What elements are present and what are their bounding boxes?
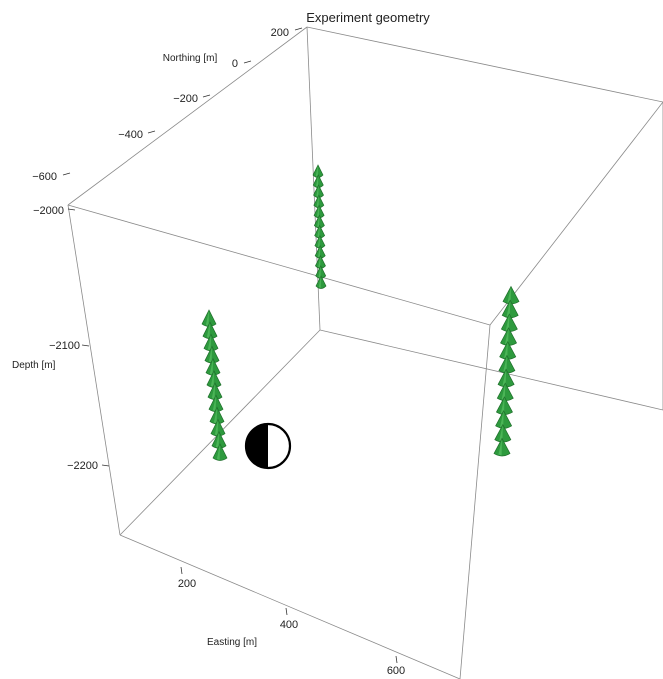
receiver-cone-highlight: [208, 346, 212, 363]
axis-tick-mark: [180, 566, 183, 575]
northing-axis-label: Northing [m]: [163, 53, 218, 64]
axis-tick-mark: [81, 344, 90, 347]
receiver-cone-highlight: [507, 286, 511, 304]
depth-tick-label: −2200: [67, 460, 98, 472]
bounding-box: [67, 26, 663, 679]
receiver-cone: [313, 184, 324, 199]
receiver-cone-highlight: [499, 424, 503, 442]
axis-tick-mark: [147, 130, 156, 134]
receiver-cone-highlight: [210, 370, 214, 387]
easting-axis-label: Easting [m]: [207, 637, 257, 648]
receiver-cone: [493, 437, 511, 457]
axis-tick-mark: [294, 27, 303, 31]
edge-top-back: [306, 26, 663, 103]
receiver-cone-highlight: [317, 215, 320, 228]
easting-tick-label: 200: [178, 578, 196, 590]
receiver-cone-highlight: [317, 245, 321, 258]
easting-tick-label: 600: [387, 665, 405, 677]
receiver-cone-highlight: [316, 185, 319, 198]
receivers-layer: [201, 164, 520, 461]
axis-tick-mark: [395, 655, 398, 664]
receiver-cone: [497, 368, 515, 388]
receiver-cone-highlight: [500, 410, 504, 428]
edge-bottom-back: [319, 329, 663, 411]
receiver-cone: [212, 443, 228, 461]
axis-tick-mark: [62, 172, 71, 176]
edge-left-vertical: [67, 204, 121, 536]
receiver-cone-highlight: [504, 327, 509, 345]
receiver-cone-highlight: [206, 322, 210, 339]
receiver-cone: [202, 321, 218, 340]
receiver-cone-body: [315, 275, 327, 289]
receiver-cone-highlight: [503, 355, 507, 373]
receiver-cone-highlight: [506, 300, 511, 318]
receiver-cone-highlight: [318, 265, 321, 278]
receiver-cone-highlight: [498, 438, 502, 456]
receiver-cone-highlight: [502, 369, 507, 387]
northing-tick-label: 200: [271, 27, 289, 39]
receiver-array-center: [312, 164, 327, 289]
depth-axis-label: Depth [m]: [12, 360, 56, 371]
easting-tick-label: 400: [280, 619, 298, 631]
edge-front-vertical: [459, 324, 491, 679]
receiver-cone-highlight: [213, 407, 217, 424]
edge-bottom-front: [119, 534, 461, 679]
northing-tick-label: 0: [232, 58, 238, 70]
receiver-cone: [502, 285, 520, 305]
axis-tick-mark: [67, 208, 76, 211]
receiver-cone: [313, 214, 325, 229]
axis-tick-mark: [243, 60, 252, 64]
receiver-cone: [315, 275, 327, 289]
receiver-cone-highlight: [316, 195, 319, 208]
receiver-cone-highlight: [316, 175, 319, 188]
depth-tick-label: −2000: [33, 205, 64, 217]
receiver-cone-highlight: [209, 358, 213, 375]
source-beachball: [244, 422, 292, 470]
receiver-cone: [206, 370, 222, 388]
receiver-cone-highlight: [315, 165, 318, 177]
receiver-cone-highlight: [504, 341, 508, 359]
receiver-cone-highlight: [205, 310, 209, 326]
receiver-cone-highlight: [318, 276, 321, 288]
northing-tick-label: −600: [32, 171, 57, 183]
receiver-array-left: [201, 309, 228, 461]
edge-top-left: [67, 26, 308, 206]
receiver-cone-highlight: [501, 383, 506, 401]
receiver-cone-body: [212, 443, 228, 461]
edge-back-vertical: [306, 26, 321, 331]
receiver-cone-body: [493, 437, 511, 457]
receiver-cone-highlight: [317, 235, 320, 248]
receiver-cone-highlight: [317, 225, 320, 238]
northing-tick-label: −400: [118, 129, 143, 141]
receiver-cone-highlight: [215, 431, 219, 448]
receiver-cone-highlight: [216, 444, 220, 460]
receiver-cone-highlight: [318, 255, 321, 268]
chart-title: Experiment geometry: [306, 10, 430, 25]
receiver-cone-highlight: [214, 419, 218, 436]
receiver-cone-highlight: [207, 334, 211, 351]
beachball-dark-half: [246, 424, 268, 468]
northing-tick-label: −200: [173, 93, 198, 105]
axis-tick-mark: [285, 607, 288, 616]
receiver-cone-highlight: [505, 314, 510, 332]
receiver-cone-highlight: [316, 205, 320, 218]
axis-tick-mark: [101, 464, 110, 467]
beachball-outline: [244, 422, 292, 470]
axis-ticks: [62, 27, 398, 664]
receiver-cone: [495, 410, 513, 429]
depth-tick-label: −2100: [49, 340, 80, 352]
receiver-array-right: [493, 285, 520, 457]
edge-top-front: [67, 204, 491, 326]
receiver-cone-highlight: [212, 395, 216, 412]
axis-tick-mark: [202, 94, 211, 98]
edge-top-right: [489, 101, 663, 326]
receiver-cone-highlight: [500, 397, 505, 415]
receiver-cone-highlight: [211, 383, 215, 400]
